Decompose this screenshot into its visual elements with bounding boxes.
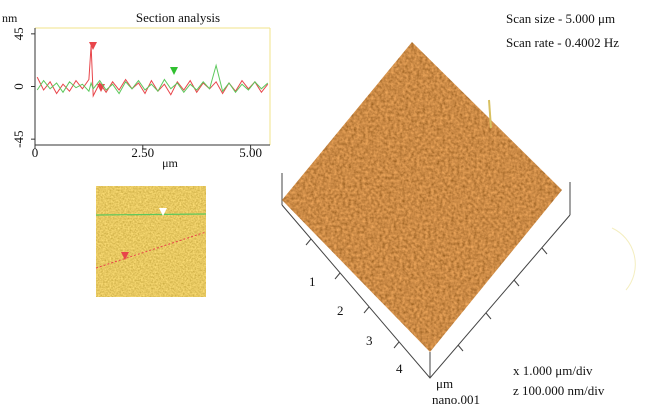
cursor (89, 42, 97, 50)
z-scale: z 100.000 nm/div (513, 383, 605, 398)
file-name: nano.001 (432, 392, 480, 407)
depth-tick-label: 3 (366, 333, 373, 348)
depth-tick-label: 1 (309, 274, 316, 289)
depth-tick-label: 4 (396, 361, 403, 376)
y-tick-label: -45 (11, 130, 26, 147)
section-line (95, 213, 207, 216)
cursor (170, 67, 178, 75)
section-line (36, 63, 269, 95)
chart-title: Section analysis (136, 10, 220, 25)
cursor (159, 208, 167, 216)
depth-tick-label: 2 (337, 303, 344, 318)
height-image (96, 186, 206, 297)
y-tick-label: 0 (11, 83, 26, 90)
section-plot (34, 27, 271, 146)
box-edge (281, 204, 571, 379)
surface-peak (488, 99, 492, 129)
x-tick-label: 0 (32, 145, 39, 160)
decoration (611, 227, 636, 291)
section-line (95, 231, 207, 269)
y-axis-label: nm (2, 11, 18, 25)
axis-unit: μm (436, 376, 453, 391)
scan-size: Scan size - 5.000 μm (506, 11, 615, 26)
x-axis-label: μm (162, 156, 178, 170)
axis-ticks (305, 238, 548, 352)
x-tick-label: 5.00 (239, 145, 262, 160)
surface-3d: 1 2 3 4 μm nano.001 (281, 42, 571, 407)
section-image (95, 186, 207, 297)
cursor (121, 252, 129, 260)
scan-rate: Scan rate - 0.4002 Hz (506, 35, 619, 50)
x-tick-label: 2.50 (131, 145, 154, 160)
y-tick-label: 45 (11, 27, 26, 40)
surface (282, 42, 562, 352)
x-scale: x 1.000 μm/div (513, 363, 593, 378)
